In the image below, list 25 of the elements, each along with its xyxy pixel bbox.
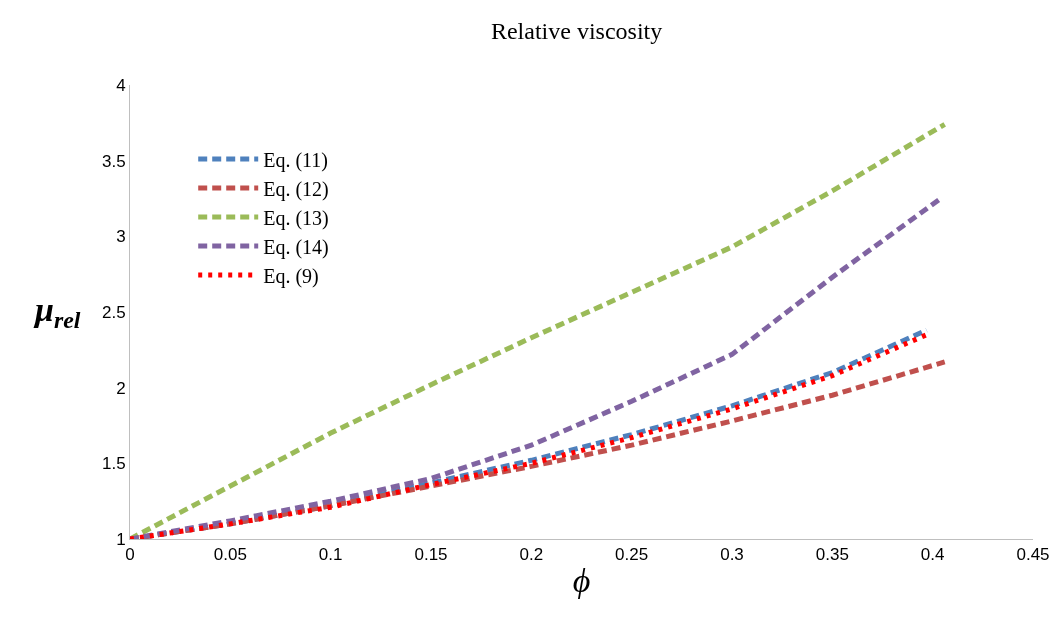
x-tick-label: 0.25: [615, 545, 649, 565]
x-tick-label: 0: [125, 545, 135, 565]
legend-label: Eq. (14): [263, 235, 329, 259]
legend-label: Eq. (12): [263, 177, 329, 201]
y-tick-label: 3: [116, 227, 126, 247]
x-tick-label: 0.35: [815, 545, 849, 565]
chart-title: Relative viscosity: [490, 17, 663, 44]
x-axis-title: ϕ: [572, 561, 591, 599]
x-tick-label: 0.1: [318, 545, 343, 565]
legend-label: Eq. (13): [263, 206, 329, 230]
y-tick-label: 4: [116, 75, 126, 95]
y-tick-label: 1: [116, 529, 126, 549]
legend-label: Eq. (9): [263, 264, 319, 288]
x-tick-label: 0.15: [414, 545, 448, 565]
y-axis-title: μ$_{rel}$: [33, 291, 81, 334]
legend-label: Eq. (11): [263, 148, 329, 172]
y-tick-label: 1.5: [101, 454, 126, 474]
x-tick-label: 0.3: [720, 545, 744, 565]
x-tick-label: 0.4: [920, 545, 945, 565]
x-tick-label: 0.45: [1016, 545, 1050, 565]
y-tick-label: 3.5: [101, 151, 126, 171]
y-tick-label: 2: [116, 378, 126, 398]
x-tick-label: 0.2: [519, 545, 544, 565]
x-tick-label: 0.05: [213, 545, 247, 565]
y-tick-label: 2.5: [101, 302, 126, 322]
